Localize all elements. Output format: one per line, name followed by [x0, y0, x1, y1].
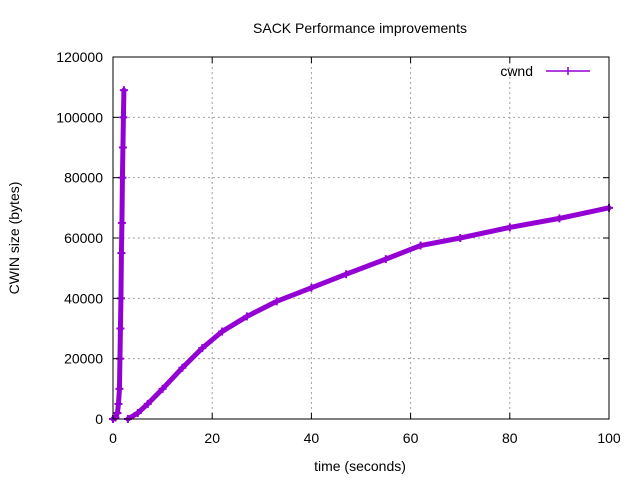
y-tick-label: 40000 [64, 290, 103, 306]
y-tick-label: 60000 [64, 230, 103, 246]
x-tick-label: 20 [204, 430, 220, 446]
x-axis-label: time (seconds) [314, 458, 406, 474]
axis-ticks: 0 20 40 60 80 100 0 20000 40000 60000 80000 100000 1… [56, 49, 621, 446]
grid [113, 57, 609, 419]
y-tick-label: 20000 [64, 351, 103, 367]
y-axis-label: CWIN size (bytes) [6, 182, 22, 295]
x-tick-label: 60 [403, 430, 419, 446]
series-line-segment [125, 205, 612, 422]
y-tick-label: 100000 [56, 109, 103, 125]
legend: cwnd [500, 63, 590, 79]
x-tick-label: 80 [502, 430, 518, 446]
y-tick-label: 120000 [56, 49, 103, 65]
y-tick-label: 80000 [64, 170, 103, 186]
x-tick-label: 100 [597, 430, 621, 446]
series-cwnd [109, 86, 613, 423]
legend-label-cwnd: cwnd [500, 63, 533, 79]
y-tick-label: 0 [95, 411, 103, 427]
x-tick-label: 0 [109, 430, 117, 446]
x-tick-label: 40 [304, 430, 320, 446]
chart-title: SACK Performance improvements [253, 20, 467, 36]
